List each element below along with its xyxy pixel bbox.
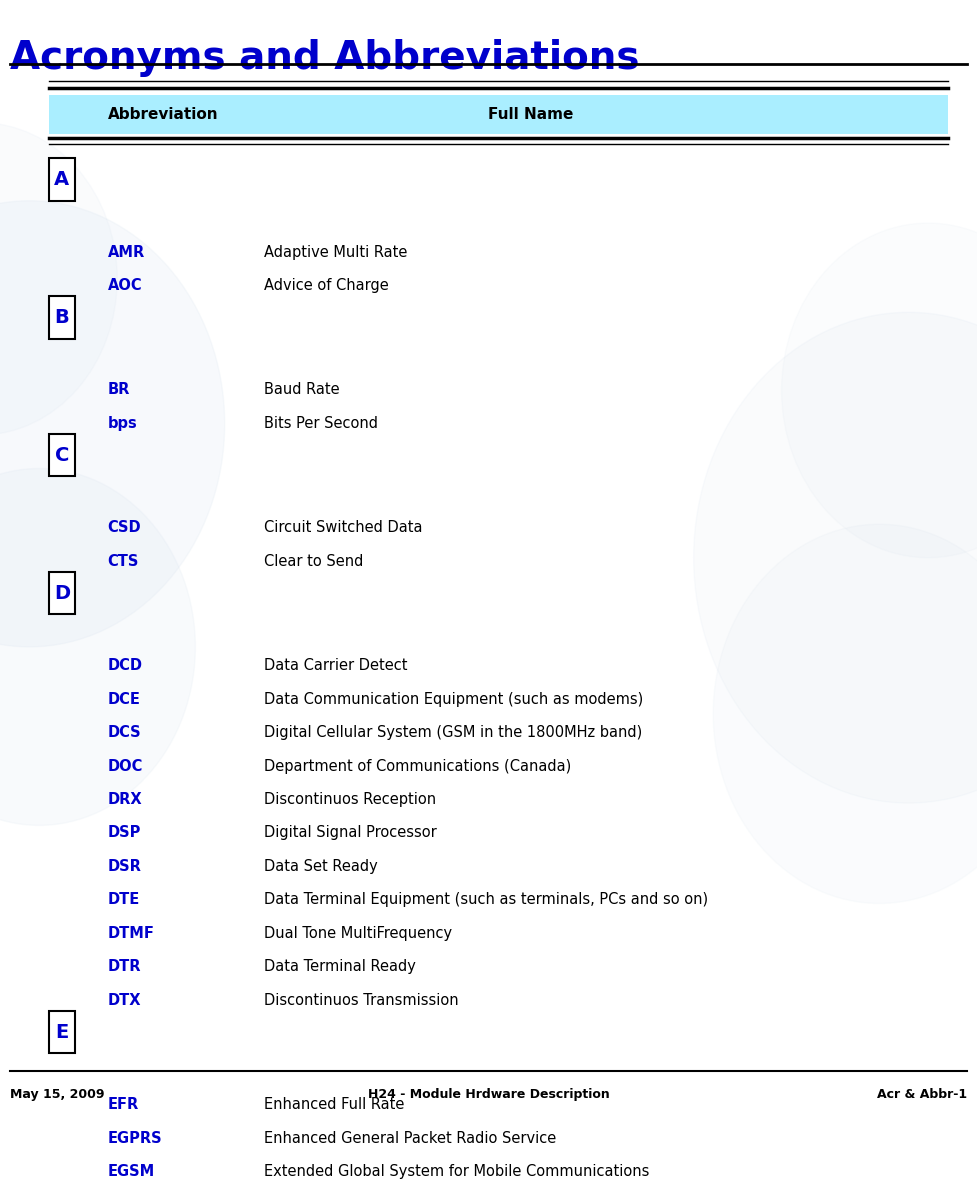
Text: AOC: AOC (107, 278, 142, 293)
Circle shape (713, 524, 977, 904)
FancyBboxPatch shape (49, 1011, 75, 1053)
Text: Adaptive Multi Rate: Adaptive Multi Rate (264, 244, 407, 260)
Text: Data Terminal Equipment (such as terminals, PCs and so on): Data Terminal Equipment (such as termina… (264, 893, 708, 907)
Text: H24 - Module Hrdware Description: H24 - Module Hrdware Description (367, 1088, 610, 1100)
Text: Data Set Ready: Data Set Ready (264, 859, 377, 874)
FancyBboxPatch shape (49, 572, 75, 614)
Text: Data Carrier Detect: Data Carrier Detect (264, 658, 407, 673)
Text: Data Communication Equipment (such as modems): Data Communication Equipment (such as mo… (264, 692, 643, 706)
Text: Discontinuos Transmission: Discontinuos Transmission (264, 992, 458, 1008)
Text: DCE: DCE (107, 692, 141, 706)
Text: DTE: DTE (107, 893, 140, 907)
Text: A: A (55, 170, 69, 189)
Text: Data Terminal Ready: Data Terminal Ready (264, 959, 415, 974)
Text: CSD: CSD (107, 521, 141, 535)
Circle shape (0, 201, 225, 646)
Text: EGSM: EGSM (107, 1165, 154, 1179)
Text: DTMF: DTMF (107, 925, 154, 941)
Text: Acr & Abbr-1: Acr & Abbr-1 (877, 1088, 967, 1100)
Text: Acronyms and Abbreviations: Acronyms and Abbreviations (10, 40, 639, 77)
Text: DTX: DTX (107, 992, 141, 1008)
FancyBboxPatch shape (49, 296, 75, 339)
FancyBboxPatch shape (49, 158, 75, 201)
Text: Bits Per Second: Bits Per Second (264, 415, 378, 431)
Text: C: C (55, 445, 69, 464)
Circle shape (0, 468, 195, 826)
Text: Digital Signal Processor: Digital Signal Processor (264, 826, 437, 840)
Text: Extended Global System for Mobile Communications: Extended Global System for Mobile Commun… (264, 1165, 649, 1179)
Circle shape (694, 312, 977, 803)
FancyBboxPatch shape (49, 435, 75, 476)
Text: Circuit Switched Data: Circuit Switched Data (264, 521, 422, 535)
Text: Enhanced General Packet Radio Service: Enhanced General Packet Radio Service (264, 1131, 556, 1146)
Text: DOC: DOC (107, 759, 143, 773)
Text: Department of Communications (Canada): Department of Communications (Canada) (264, 759, 571, 773)
Text: B: B (55, 308, 69, 327)
Text: Full Name: Full Name (488, 107, 573, 122)
Text: Clear to Send: Clear to Send (264, 554, 363, 569)
Text: E: E (56, 1022, 68, 1041)
FancyBboxPatch shape (49, 95, 948, 134)
Text: BR: BR (107, 383, 130, 397)
Text: DRX: DRX (107, 792, 142, 807)
Text: Discontinuos Reception: Discontinuos Reception (264, 792, 436, 807)
Text: EGPRS: EGPRS (107, 1131, 162, 1146)
Text: May 15, 2009: May 15, 2009 (10, 1088, 105, 1100)
Text: Digital Cellular System (GSM in the 1800MHz band): Digital Cellular System (GSM in the 1800… (264, 725, 642, 740)
Text: EFR: EFR (107, 1098, 139, 1112)
Text: Enhanced Full Rate: Enhanced Full Rate (264, 1098, 404, 1112)
Text: DSP: DSP (107, 826, 141, 840)
Text: AMR: AMR (107, 244, 145, 260)
Text: DSR: DSR (107, 859, 142, 874)
Text: Baud Rate: Baud Rate (264, 383, 339, 397)
Text: Advice of Charge: Advice of Charge (264, 278, 389, 293)
Circle shape (782, 223, 977, 558)
Circle shape (0, 123, 117, 435)
Text: Abbreviation: Abbreviation (107, 107, 218, 122)
Text: D: D (54, 584, 70, 602)
Text: bps: bps (107, 415, 137, 431)
Text: DCS: DCS (107, 725, 141, 740)
Text: DTR: DTR (107, 959, 141, 974)
Text: DCD: DCD (107, 658, 143, 673)
Text: CTS: CTS (107, 554, 139, 569)
Text: Dual Tone MultiFrequency: Dual Tone MultiFrequency (264, 925, 452, 941)
